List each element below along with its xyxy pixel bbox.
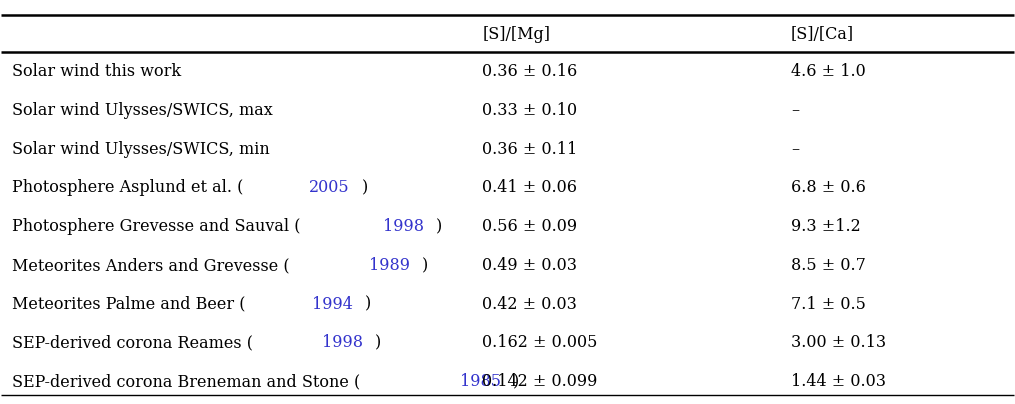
Text: 1985: 1985 <box>460 373 500 390</box>
Text: 0.41 ± 0.06: 0.41 ± 0.06 <box>482 179 578 196</box>
Text: Photosphere Grevesse and Sauval (: Photosphere Grevesse and Sauval ( <box>11 218 300 235</box>
Text: 1998: 1998 <box>383 218 423 235</box>
Text: 0.49 ± 0.03: 0.49 ± 0.03 <box>482 257 578 274</box>
Text: 7.1 ± 0.5: 7.1 ± 0.5 <box>791 296 866 313</box>
Text: 9.3 ±1.2: 9.3 ±1.2 <box>791 218 861 235</box>
Text: Photosphere Asplund et al. (: Photosphere Asplund et al. ( <box>11 179 243 196</box>
Text: SEP-derived corona Reames (: SEP-derived corona Reames ( <box>11 335 253 351</box>
Text: Meteorites Palme and Beer (: Meteorites Palme and Beer ( <box>11 296 245 313</box>
Text: 1998: 1998 <box>322 335 362 351</box>
Text: ): ) <box>513 373 519 390</box>
Text: 8.5 ± 0.7: 8.5 ± 0.7 <box>791 257 866 274</box>
Text: [S]/[Ca]: [S]/[Ca] <box>791 26 854 43</box>
Text: 3.00 ± 0.13: 3.00 ± 0.13 <box>791 335 886 351</box>
Text: 2005: 2005 <box>310 179 350 196</box>
Text: SEP-derived corona Breneman and Stone (: SEP-derived corona Breneman and Stone ( <box>11 373 359 390</box>
Text: ): ) <box>421 257 427 274</box>
Text: ): ) <box>435 218 442 235</box>
Text: 0.142 ± 0.099: 0.142 ± 0.099 <box>482 373 598 390</box>
Text: 0.162 ± 0.005: 0.162 ± 0.005 <box>482 335 598 351</box>
Text: 4.6 ± 1.0: 4.6 ± 1.0 <box>791 63 866 80</box>
Text: ): ) <box>375 335 381 351</box>
Text: Solar wind Ulysses/SWICS, min: Solar wind Ulysses/SWICS, min <box>11 141 269 158</box>
Text: 1989: 1989 <box>368 257 410 274</box>
Text: ): ) <box>364 296 370 313</box>
Text: ): ) <box>361 179 367 196</box>
Text: [S]/[Mg]: [S]/[Mg] <box>482 26 550 43</box>
Text: Meteorites Anders and Grevesse (: Meteorites Anders and Grevesse ( <box>11 257 289 274</box>
Text: 6.8 ± 0.6: 6.8 ± 0.6 <box>791 179 866 196</box>
Text: –: – <box>791 141 799 158</box>
Text: 0.36 ± 0.11: 0.36 ± 0.11 <box>482 141 578 158</box>
Text: 1994: 1994 <box>312 296 353 313</box>
Text: Solar wind this work: Solar wind this work <box>11 63 181 80</box>
Text: 0.56 ± 0.09: 0.56 ± 0.09 <box>482 218 578 235</box>
Text: 0.36 ± 0.16: 0.36 ± 0.16 <box>482 63 578 80</box>
Text: 1.44 ± 0.03: 1.44 ± 0.03 <box>791 373 886 390</box>
Text: 0.42 ± 0.03: 0.42 ± 0.03 <box>482 296 578 313</box>
Text: Solar wind Ulysses/SWICS, max: Solar wind Ulysses/SWICS, max <box>11 102 272 119</box>
Text: 0.33 ± 0.10: 0.33 ± 0.10 <box>482 102 578 119</box>
Text: –: – <box>791 102 799 119</box>
